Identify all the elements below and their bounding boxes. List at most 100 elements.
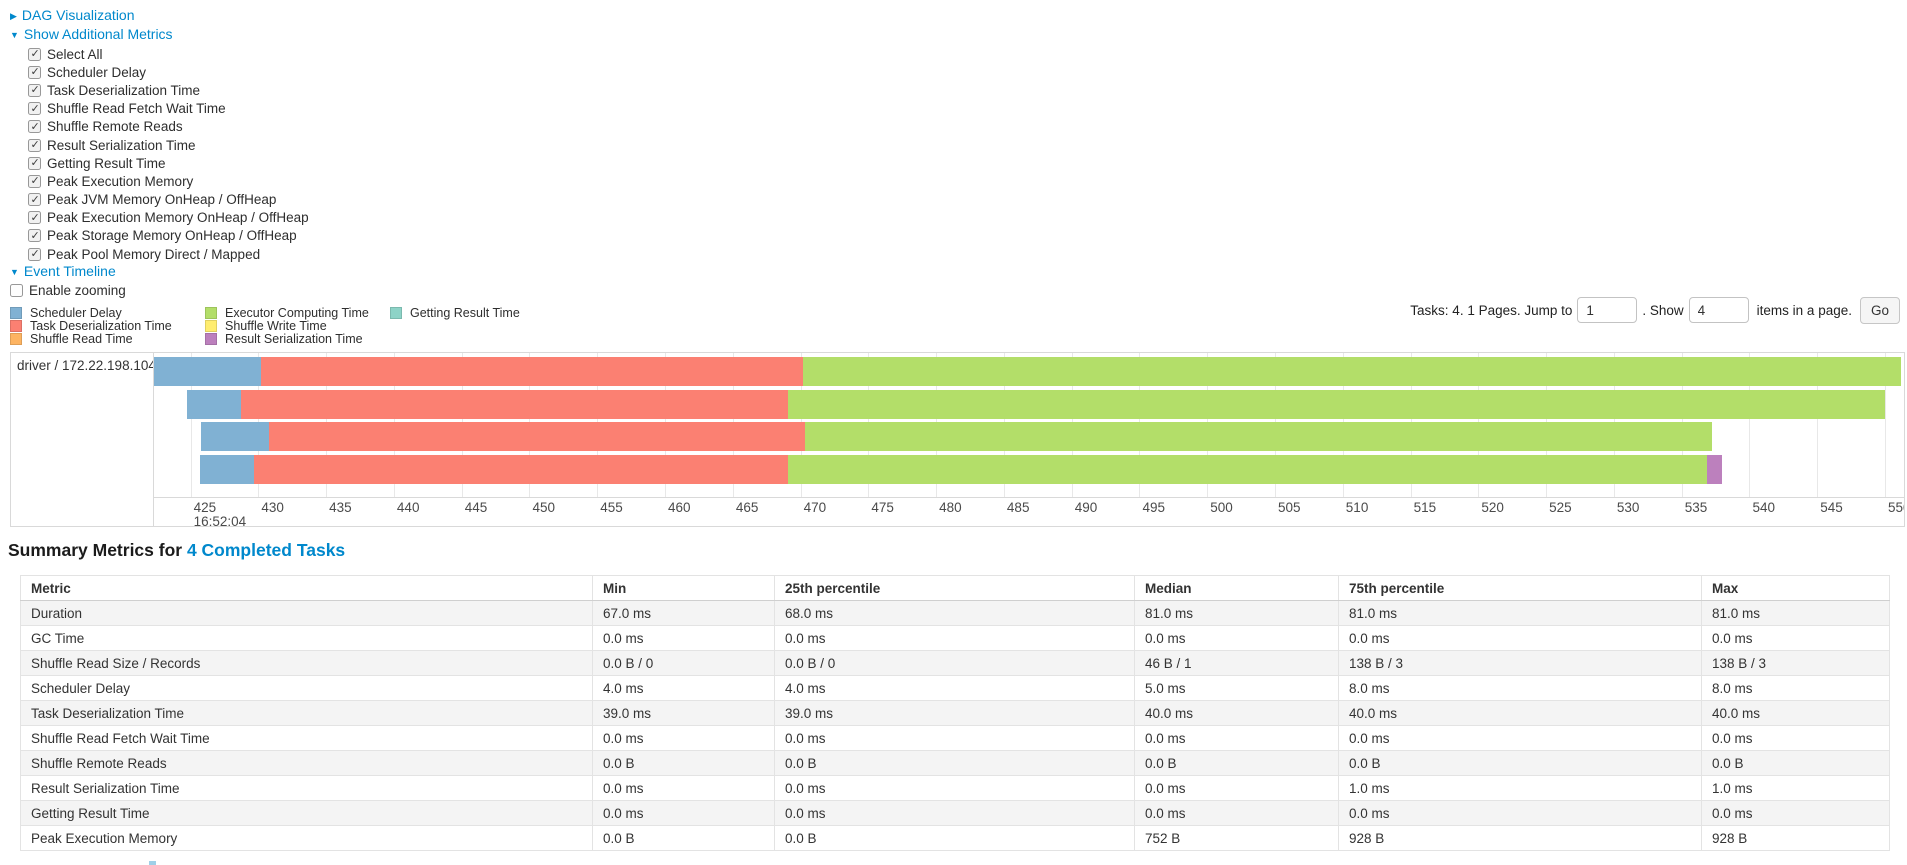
task-bar-segment[interactable] <box>201 422 270 452</box>
metric-value-cell: 0.0 ms <box>1134 625 1339 651</box>
legend-item: Result Serialization Time <box>205 332 369 346</box>
metric-value-cell: 0.0 ms <box>1701 625 1890 651</box>
metric-checkbox-label: Peak Execution Memory OnHeap / OffHeap <box>47 210 309 226</box>
metric-checkbox-label: Select All <box>47 46 103 62</box>
metric-checkbox-item[interactable]: Peak Storage Memory OnHeap / OffHeap <box>28 227 309 245</box>
metric-value-cell: 0.0 ms <box>592 775 775 801</box>
table-row: Shuffle Read Fetch Wait Time 0.0 ms 0.0 ms… <box>20 725 1890 751</box>
go-button[interactable]: Go <box>1859 296 1900 324</box>
metric-checkbox-item[interactable]: Getting Result Time <box>28 154 309 172</box>
table-row: Shuffle Remote Reads 0.0 B 0.0 B 0.0 B 0.0 B… <box>20 750 1890 776</box>
metric-value-cell: 0.0 ms <box>1701 800 1890 826</box>
checkbox-checked-icon[interactable] <box>28 247 41 261</box>
metric-value-cell: 40.0 ms <box>1338 700 1702 726</box>
checkbox-checked-icon[interactable] <box>28 83 41 97</box>
task-bar[interactable] <box>154 389 1904 419</box>
task-bar-segment[interactable] <box>803 357 1902 386</box>
checkbox-checked-icon[interactable] <box>28 102 41 116</box>
metric-value-cell: 81.0 ms <box>1134 600 1339 626</box>
legend-swatch-icon <box>205 333 217 346</box>
metric-checkbox-item[interactable]: Peak Execution Memory <box>28 172 309 190</box>
dag-visualization-toggle[interactable]: ▶ DAG Visualization <box>10 7 135 23</box>
axis-tick-label: 530 <box>1616 500 1640 515</box>
legend-swatch-icon <box>205 307 217 320</box>
checkbox-checked-icon[interactable] <box>28 193 41 207</box>
task-bar[interactable] <box>154 455 1904 485</box>
task-bar-segment[interactable] <box>788 389 1886 419</box>
event-timeline-label: Event Timeline <box>23 263 116 279</box>
metric-value-cell: 0.0 ms <box>1701 725 1890 751</box>
axis-tick-label: 540 <box>1752 500 1775 515</box>
metric-checkbox-item[interactable]: Shuffle Remote Reads <box>28 118 309 136</box>
legend-item: Scheduler Delay <box>10 306 172 320</box>
event-timeline-toggle[interactable]: ▼ Event Timeline <box>10 263 116 279</box>
task-bar-segment[interactable] <box>1707 455 1723 485</box>
task-bar-segment[interactable] <box>186 389 241 419</box>
metric-value-cell: 40.0 ms <box>1134 700 1339 726</box>
jump-to-page-input[interactable] <box>1577 297 1638 323</box>
legend-label: Getting Result Time <box>410 306 520 321</box>
items-per-page-input[interactable] <box>1688 297 1749 323</box>
legend-swatch-icon <box>205 320 217 333</box>
metric-checkbox-item[interactable]: Peak JVM Memory OnHeap / OffHeap <box>28 191 309 209</box>
task-bar[interactable] <box>154 422 1904 452</box>
metric-checkbox-item[interactable]: Scheduler Delay <box>28 63 309 81</box>
metric-value-cell: 0.0 ms <box>1134 800 1339 826</box>
metric-value-cell: 0.0 B <box>1338 750 1702 776</box>
task-bar-segment[interactable] <box>200 455 255 485</box>
metric-value-cell: 0.0 ms <box>1338 725 1702 751</box>
checkbox-checked-icon[interactable] <box>28 174 41 188</box>
metric-checkbox-label: Shuffle Read Fetch Wait Time <box>47 101 226 117</box>
checkbox-checked-icon[interactable] <box>28 156 41 170</box>
metric-value-cell: 81.0 ms <box>1338 600 1702 626</box>
task-bar-segment[interactable] <box>804 422 1712 452</box>
checkbox-checked-icon[interactable] <box>28 47 41 61</box>
completed-tasks-link[interactable]: 4 Completed Tasks <box>186 540 346 560</box>
axis-tick-label: 480 <box>939 500 962 515</box>
metric-checkbox-item[interactable]: Peak Pool Memory Direct / Mapped <box>28 245 309 263</box>
tasks-count-text: Tasks: 4. 1 Pages. Jump to <box>1410 302 1573 318</box>
checkbox-checked-icon[interactable] <box>28 65 41 79</box>
metric-checkbox-label: Getting Result Time <box>47 155 166 171</box>
table-row: GC Time 0.0 ms 0.0 ms 0.0 ms 0.0 ms 0.0 ms <box>20 625 1890 651</box>
axis-tick-label: 550 <box>1888 500 1904 515</box>
metric-value-cell: 928 B <box>1338 825 1702 851</box>
task-bar-segment[interactable] <box>261 357 804 386</box>
metric-checkbox-item[interactable]: Shuffle Read Fetch Wait Time <box>28 100 309 118</box>
metric-value-cell: 0.0 ms <box>774 800 1135 826</box>
legend-swatch-icon <box>10 333 22 346</box>
enable-zooming-label: Enable zooming <box>29 283 126 298</box>
checkbox-checked-icon[interactable] <box>28 229 41 243</box>
legend-label: Executor Computing Time <box>225 306 369 321</box>
metric-checkbox-item[interactable]: Result Serialization Time <box>28 136 309 154</box>
task-bar-segment[interactable] <box>154 357 262 386</box>
checkbox-checked-icon[interactable] <box>28 120 41 134</box>
task-bar-segment[interactable] <box>240 389 789 419</box>
clipped-element-fragment <box>149 861 156 865</box>
table-row: Duration 67.0 ms 68.0 ms 81.0 ms 81.0 ms 81.0… <box>20 600 1890 626</box>
metric-checkbox-item[interactable]: Peak Execution Memory OnHeap / OffHeap <box>28 209 309 227</box>
metric-value-cell: 0.0 B <box>1134 750 1339 776</box>
task-bar[interactable] <box>154 357 1904 386</box>
task-bar-segment[interactable] <box>269 422 805 452</box>
metric-name-cell: GC Time <box>20 625 593 651</box>
metric-name-cell: Shuffle Read Size / Records <box>20 650 593 676</box>
table-row: Task Deserialization Time 39.0 ms 39.0 ms 4… <box>20 700 1890 726</box>
summary-heading-prefix: Summary Metrics for <box>8 540 187 560</box>
enable-zooming-checkbox-item[interactable]: Enable zooming <box>10 283 126 298</box>
metric-value-cell: 0.0 ms <box>774 625 1135 651</box>
metric-value-cell: 39.0 ms <box>774 700 1135 726</box>
timeline-gridline <box>1885 353 1887 497</box>
metric-checkbox-label: Result Serialization Time <box>47 137 196 153</box>
axis-tick-label: 490 <box>1074 500 1098 515</box>
axis-tick-label: 535 <box>1684 500 1708 515</box>
metric-checkbox-item[interactable]: Select All <box>28 45 309 63</box>
checkbox-unchecked-icon[interactable] <box>10 284 23 297</box>
metric-checkbox-label: Scheduler Delay <box>47 64 147 80</box>
task-bar-segment[interactable] <box>254 455 789 485</box>
show-additional-metrics-toggle[interactable]: ▼ Show Additional Metrics <box>10 26 173 42</box>
task-bar-segment[interactable] <box>788 455 1708 485</box>
checkbox-checked-icon[interactable] <box>28 138 41 152</box>
checkbox-checked-icon[interactable] <box>28 211 41 225</box>
metric-checkbox-item[interactable]: Task Deserialization Time <box>28 81 309 99</box>
